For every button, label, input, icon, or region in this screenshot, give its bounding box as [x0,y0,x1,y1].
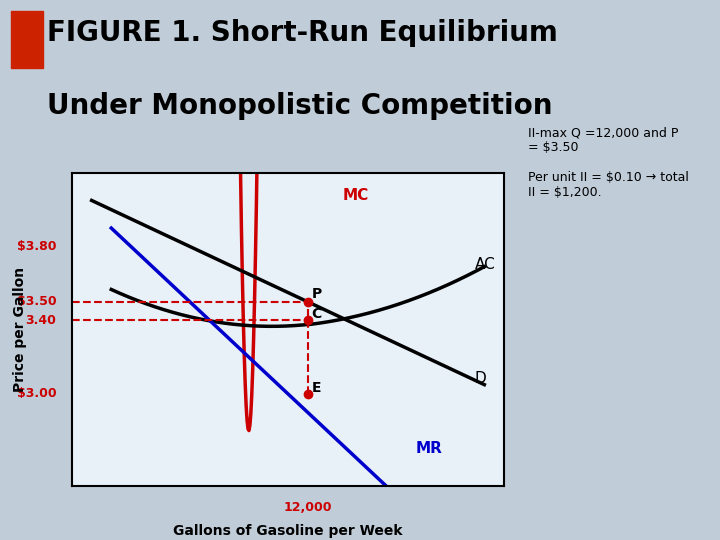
Text: Gallons of Gasoline per Week: Gallons of Gasoline per Week [174,524,402,538]
Text: MR: MR [415,441,443,456]
Bar [11,11,43,68]
Text: $3.00: $3.00 [17,387,56,400]
Text: C: C [312,307,322,321]
Text: Price per Gallon: Price per Gallon [13,267,27,392]
Text: $3.50: $3.50 [17,295,56,308]
Text: Under Monopolistic Competition: Under Monopolistic Competition [47,92,552,120]
Text: D: D [474,371,486,386]
Text: $3.80: $3.80 [17,240,56,253]
Text: AC: AC [474,256,495,272]
Text: II-max Q =12,000 and P
= $3.50

Per unit II = $0.10 → total
II = $1,200.: II-max Q =12,000 and P = $3.50 Per unit … [528,126,689,199]
Text: MC: MC [343,188,369,204]
Text: P: P [312,287,322,301]
Text: 12,000: 12,000 [284,501,332,514]
Text: 3.40: 3.40 [25,314,56,327]
Text: FIGURE 1. Short-Run Equilibrium: FIGURE 1. Short-Run Equilibrium [47,19,558,48]
Text: E: E [312,381,321,395]
